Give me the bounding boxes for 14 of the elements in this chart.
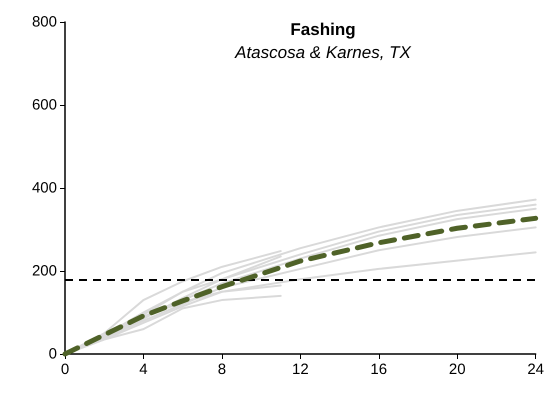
x-tick-label: 12 <box>292 361 309 378</box>
y-tick-label: 400 <box>32 180 57 196</box>
x-tick-label: 20 <box>448 361 466 378</box>
x-tick-label: 0 <box>60 361 70 378</box>
chart-title: Fashing <box>290 20 356 39</box>
x-tick-label: 4 <box>139 361 148 378</box>
y-tick-label: 0 <box>48 346 57 362</box>
y-tick-label: 800 <box>32 14 57 30</box>
x-tick-label: 16 <box>370 361 388 378</box>
y-tick-label: 200 <box>32 262 57 280</box>
text: Atascosa & Karnes, TX <box>234 43 412 62</box>
x-tick-label: 8 <box>218 361 226 378</box>
y-tick-label: 600 <box>32 96 57 114</box>
x-tick-label: 24 <box>527 361 544 378</box>
